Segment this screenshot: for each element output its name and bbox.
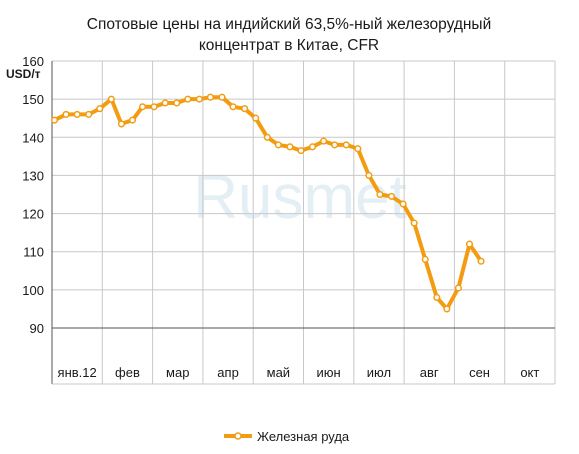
data-point: [252, 114, 260, 122]
data-point: [465, 240, 474, 248]
y-tick-label: 90: [30, 321, 44, 336]
legend-marker-swatch: [234, 432, 242, 440]
data-point: [117, 120, 125, 128]
chart-title-line1: Спотовые цены на индийский 63,5%-ный жел…: [87, 16, 491, 33]
grid-layer: [51, 60, 556, 384]
axes-layer: 90 100 110 120 130 140 150 160 янв.12 фев мар апр ма…: [22, 54, 555, 385]
x-tick-label: сен: [469, 365, 490, 380]
data-point: [421, 255, 429, 263]
data-point: [297, 147, 305, 155]
data-point: [218, 93, 226, 101]
legend-label: Железная руда: [257, 429, 350, 444]
y-axis-unit-label: USD/т: [6, 67, 41, 81]
data-point: [274, 141, 282, 149]
x-tick-label: апр: [217, 365, 239, 380]
x-tick-label: авг: [420, 365, 439, 380]
data-point: [161, 99, 169, 107]
y-tick-label: 130: [22, 168, 44, 183]
data-point: [320, 137, 328, 145]
y-tick-label: 150: [22, 92, 44, 107]
series-layer: [50, 93, 485, 313]
data-point: [286, 143, 294, 151]
data-point: [309, 143, 317, 151]
y-tick-label: 140: [22, 130, 44, 145]
x-tick-label: янв.12: [58, 365, 97, 380]
x-tick-label: июл: [367, 365, 391, 380]
data-point: [354, 145, 362, 153]
legend: Железная руда: [224, 429, 350, 444]
data-point: [96, 105, 104, 113]
x-tick-label: фев: [115, 365, 140, 380]
data-point: [241, 105, 249, 113]
data-point: [184, 95, 192, 103]
data-point: [50, 116, 59, 124]
data-point: [206, 93, 214, 101]
x-tick-label: май: [267, 365, 290, 380]
y-tick-label: 100: [22, 283, 44, 298]
y-tick-label: 120: [22, 207, 44, 222]
data-point: [365, 171, 373, 179]
data-point: [263, 133, 271, 141]
y-tick-label: 160: [22, 54, 44, 69]
data-point: [138, 103, 147, 111]
data-point: [387, 192, 396, 200]
data-point: [376, 190, 384, 199]
data-point: [477, 257, 485, 265]
watermark-text: Rusmet: [193, 163, 407, 232]
data-point: [62, 110, 70, 118]
x-tick-label: мар: [166, 365, 189, 380]
x-tick-label: июн: [317, 365, 341, 380]
data-point: [443, 305, 451, 313]
data-point: [433, 293, 441, 302]
data-point: [150, 103, 158, 111]
data-point: [331, 141, 339, 149]
data-point: [73, 110, 81, 118]
data-point: [173, 99, 181, 107]
data-point: [85, 110, 93, 118]
data-point: [454, 284, 462, 292]
y-tick-label: 110: [23, 245, 44, 260]
x-tick-label: окт: [520, 365, 539, 380]
data-point: [107, 95, 115, 103]
data-point: [410, 219, 418, 227]
data-point: [229, 103, 237, 111]
data-point: [195, 95, 203, 103]
data-point: [342, 141, 350, 149]
data-point: [128, 116, 137, 124]
chart-title-line2: концентрат в Китае, CFR: [199, 37, 379, 54]
data-point: [399, 200, 407, 208]
